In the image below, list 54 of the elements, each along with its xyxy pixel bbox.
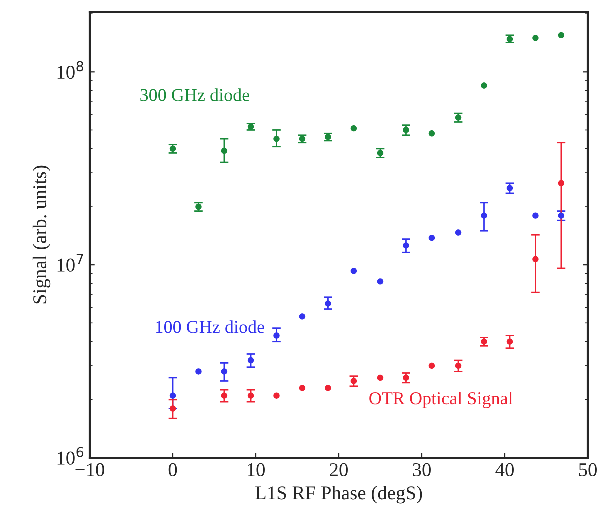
point (221, 368, 228, 375)
point (274, 392, 280, 399)
y-tick-label: 10$^{7}$ (58, 254, 84, 272)
point (506, 185, 514, 192)
y-tick-label: 10$^{8}$ (58, 61, 84, 80)
point (532, 35, 539, 42)
point (274, 136, 280, 142)
point (170, 406, 176, 412)
x-tick-label: 50 (579, 463, 597, 477)
y-axis-title: Signal (arb. units) (32, 166, 51, 304)
point (325, 300, 332, 307)
point (350, 125, 358, 132)
point (455, 230, 462, 236)
x-tick-label: 0 (168, 463, 178, 477)
point (455, 362, 462, 370)
x-tick-label: −10 (76, 463, 104, 477)
series-label: 100 GHz diode (156, 320, 264, 334)
point (481, 82, 488, 89)
point (325, 385, 332, 392)
x-tick-label: 10 (248, 463, 265, 477)
x-tick-label: 40 (496, 463, 514, 477)
point (377, 278, 384, 285)
point (299, 314, 306, 320)
x-axis-title: L1S RF Phase (degS) (256, 486, 422, 504)
series-label: OTR Optical Signal (370, 392, 513, 408)
point (428, 130, 436, 137)
point (403, 374, 410, 382)
point (532, 212, 539, 219)
point (403, 242, 410, 249)
point (350, 268, 358, 274)
point (196, 368, 202, 375)
point (221, 148, 228, 154)
point (350, 378, 358, 384)
point (428, 362, 436, 370)
x-tick-label: 30 (413, 463, 431, 477)
x-tick-label: 20 (330, 463, 348, 477)
point (532, 256, 539, 263)
point (506, 338, 514, 345)
y-tick-label: 10$^{6}$ (58, 447, 84, 465)
point (428, 234, 436, 242)
point (248, 357, 254, 364)
point (325, 134, 332, 140)
series-label: 300 GHz diode (140, 88, 250, 102)
point (299, 385, 306, 392)
point (403, 127, 410, 134)
point (170, 392, 176, 399)
point (248, 392, 254, 399)
point (558, 180, 565, 187)
point (558, 32, 565, 39)
point (274, 332, 280, 339)
point (377, 374, 384, 382)
point (221, 392, 228, 399)
point (481, 212, 488, 219)
point (558, 212, 565, 219)
